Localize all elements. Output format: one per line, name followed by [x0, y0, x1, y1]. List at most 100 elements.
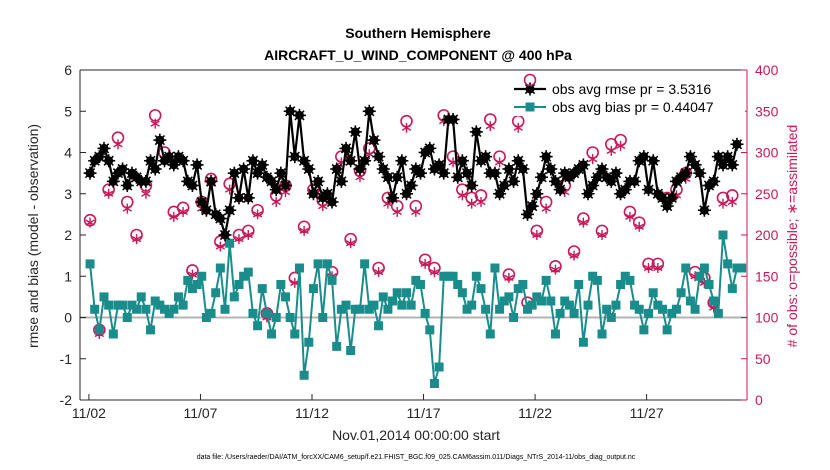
assimilated-obs-marker — [85, 217, 95, 228]
y-tick-label: 1 — [64, 268, 72, 284]
bias-point — [294, 263, 304, 273]
assimilated-obs-marker — [643, 263, 654, 273]
bias-point — [201, 313, 211, 322]
bias-point — [639, 325, 649, 335]
bias-point — [504, 292, 514, 302]
bias-point — [439, 271, 449, 281]
bias-point — [737, 263, 747, 273]
assimilated-obs-marker — [234, 234, 244, 245]
assimilated-obs-marker — [122, 203, 132, 214]
rmse-point — [730, 137, 744, 151]
bias-point — [262, 308, 272, 318]
rmse-point — [297, 154, 311, 168]
bias-point — [132, 304, 142, 314]
y-tick-label: 3 — [64, 186, 72, 202]
bias-point — [448, 271, 458, 281]
rmse-point — [325, 195, 339, 209]
y-tick-label: 2 — [64, 227, 72, 243]
rmse-point — [479, 150, 493, 164]
bias-point — [681, 263, 691, 273]
rmse-point — [320, 187, 334, 201]
assimilated-obs-marker — [532, 230, 542, 240]
assimilated-obs-marker — [476, 197, 486, 207]
x-tick-label: 11/27 — [630, 405, 664, 421]
bias-point — [485, 329, 495, 339]
rmse-point — [302, 162, 316, 176]
bias-point — [206, 308, 216, 318]
bias-point — [662, 325, 672, 335]
bias-point — [415, 280, 425, 289]
assimilated-obs-marker — [615, 140, 626, 151]
bias-point — [327, 275, 337, 285]
y-tick-label: -1 — [60, 351, 73, 367]
bias-point — [341, 300, 351, 310]
assimilated-obs-marker — [578, 217, 589, 228]
bias-point — [225, 238, 235, 248]
bias-point — [453, 280, 463, 289]
y-tick-label-right: 150 — [755, 268, 779, 284]
assimilated-obs-marker — [215, 241, 226, 252]
rmse-point — [139, 174, 153, 188]
data-file-footnote: data file: /Users/raeder/DAI/ATM_forcXX/… — [197, 454, 636, 461]
assimilated-obs-marker — [513, 122, 523, 133]
bias-point — [467, 300, 477, 310]
legend-rmse-symbol — [523, 82, 537, 96]
rmse-point — [185, 179, 199, 192]
rmse-point — [348, 125, 362, 139]
rmse-point — [120, 179, 134, 192]
rmse-point — [581, 187, 595, 201]
assimilated-obs-marker — [178, 206, 188, 217]
bias-point — [90, 304, 100, 314]
bias-point — [695, 271, 705, 281]
bias-point — [336, 304, 346, 314]
legend-possible-symbol — [523, 73, 537, 87]
rmse-point — [330, 162, 344, 176]
x-tick-label: 11/12 — [295, 405, 329, 421]
bias-point — [667, 308, 677, 318]
rmse-point — [255, 158, 269, 172]
bias-point — [723, 259, 733, 269]
assimilated-obs-marker — [429, 267, 440, 278]
x-tick-label: 11/07 — [183, 405, 217, 421]
assimilated-obs-marker — [569, 250, 579, 261]
bias-point — [383, 304, 393, 314]
rmse-point — [199, 203, 213, 217]
rmse-point — [362, 104, 376, 118]
rmse-point — [404, 179, 418, 192]
bias-point — [346, 346, 356, 355]
rmse-point — [576, 158, 590, 172]
bias-point — [718, 230, 728, 240]
bias-point — [513, 284, 523, 294]
rmse-point — [176, 154, 190, 168]
bias-point — [369, 300, 379, 310]
bias-point — [313, 259, 323, 269]
bias-point — [243, 267, 253, 277]
rmse-point — [190, 158, 204, 172]
rmse-point — [646, 154, 660, 168]
assimilated-obs-marker — [718, 198, 728, 209]
bias-point — [406, 300, 416, 310]
rmse-point — [372, 150, 386, 164]
bias-point — [113, 300, 123, 310]
assimilated-obs-marker — [625, 211, 635, 222]
assimilated-obs-marker — [457, 190, 468, 201]
rmse-point — [637, 150, 651, 164]
rmse-point — [395, 154, 409, 168]
bias-point — [364, 304, 374, 314]
bias-point — [523, 304, 533, 314]
rmse-point — [451, 170, 465, 184]
bias-point — [104, 300, 114, 310]
assimilated-obs-marker — [103, 188, 114, 199]
rmse-point — [693, 166, 707, 180]
bias-point — [402, 288, 412, 298]
bias-point — [281, 292, 291, 302]
bias-point — [146, 325, 156, 335]
rmse-point — [344, 154, 358, 168]
legend-bias-symbol — [525, 102, 535, 112]
assimilated-obs-marker — [169, 211, 179, 222]
bias-point — [527, 300, 537, 310]
legend: obs avg rmse pr = 3.5316 obs avg bias pr… — [502, 72, 745, 116]
rmse-point — [390, 170, 404, 184]
rmse-point — [688, 158, 702, 172]
bias-point — [141, 304, 151, 314]
